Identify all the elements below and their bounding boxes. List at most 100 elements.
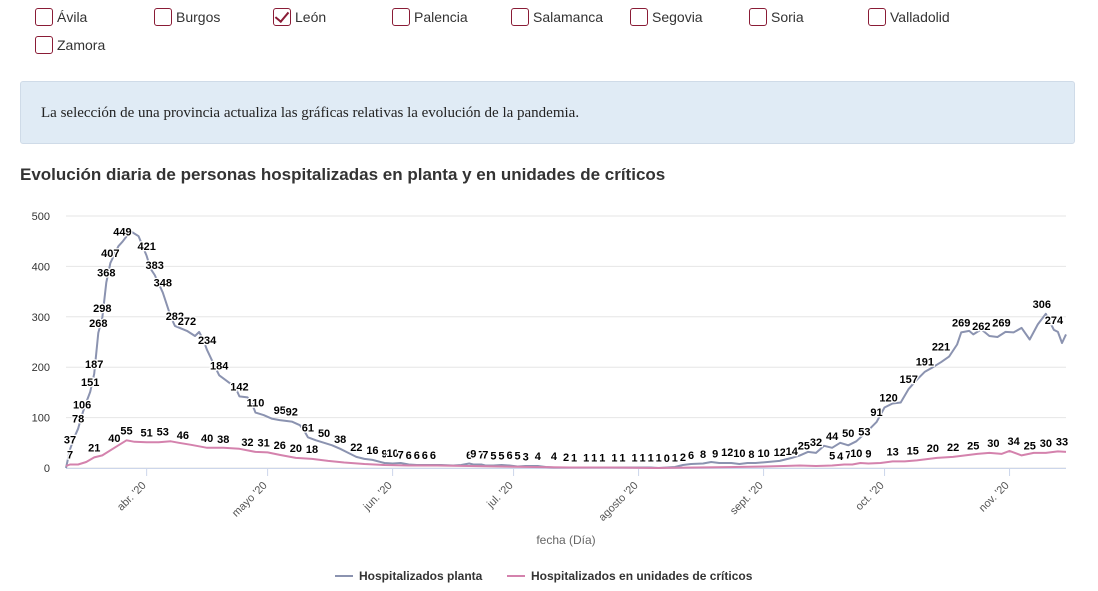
data-label: 191 <box>916 357 934 369</box>
data-label: 234 <box>198 335 217 347</box>
data-label: 6 <box>506 450 512 462</box>
y-tick-label: 300 <box>32 312 50 324</box>
province-label-burgos: Burgos <box>176 9 221 25</box>
data-label: 18 <box>306 444 318 456</box>
province-option-valladolid[interactable]: Valladolid <box>868 4 950 30</box>
data-label: 1 <box>599 452 605 464</box>
province-label-soria: Soria <box>771 9 804 25</box>
province-option-palencia[interactable]: Palencia <box>392 4 468 30</box>
data-label: 7 <box>845 449 851 461</box>
legend-label-criticos: Hospitalizados en unidades de críticos <box>531 569 753 583</box>
data-label: 1 <box>619 452 625 464</box>
data-label: 25 <box>967 440 979 452</box>
province-label-segovia: Segovia <box>652 9 703 25</box>
data-label: 26 <box>274 440 286 452</box>
checkbox-segovia[interactable] <box>630 8 648 26</box>
data-label: 50 <box>318 428 330 440</box>
checkbox-salamanca[interactable] <box>511 8 529 26</box>
x-tick-label: agosto '20 <box>597 480 641 524</box>
legend-item-criticos[interactable]: Hospitalizados en unidades de críticos <box>507 569 752 583</box>
province-option-salamanca[interactable]: Salamanca <box>511 4 603 30</box>
x-tick-label: mayo '20 <box>230 480 270 520</box>
info-text: La selección de una provincia actualiza … <box>41 105 580 121</box>
data-label: 9 <box>712 448 718 460</box>
checkbox-valladolid[interactable] <box>868 8 886 26</box>
checkbox-burgos[interactable] <box>154 8 172 26</box>
data-label: 33 <box>1056 436 1068 448</box>
data-label: 6 <box>406 450 412 462</box>
data-label: 37 <box>64 434 76 446</box>
province-option-avila[interactable]: Ávila <box>35 4 87 30</box>
x-tick-label: jul. '20 <box>484 480 515 511</box>
info-box: La selección de una provincia actualiza … <box>20 81 1075 144</box>
data-label: 1 <box>571 452 577 464</box>
data-label: 7 <box>478 449 484 461</box>
data-label: 92 <box>286 407 298 419</box>
data-label: 8 <box>700 449 706 461</box>
data-label: 46 <box>177 430 189 442</box>
legend-swatch-criticos <box>507 575 525 577</box>
checkbox-soria[interactable] <box>749 8 767 26</box>
province-label-zamora: Zamora <box>57 37 106 53</box>
data-label: 1 <box>648 452 654 464</box>
data-label: 268 <box>89 318 107 330</box>
data-label: 4 <box>551 451 558 463</box>
province-option-burgos[interactable]: Burgos <box>154 4 220 30</box>
data-label: 2 <box>680 452 686 464</box>
data-label: 32 <box>810 437 822 449</box>
x-tick-label: sept. '20 <box>728 480 766 518</box>
province-option-zamora[interactable]: Zamora <box>35 32 105 58</box>
y-tick-label: 200 <box>32 362 50 374</box>
data-label: 110 <box>247 398 265 410</box>
y-tick-label: 400 <box>32 261 50 273</box>
data-label: 157 <box>900 374 918 386</box>
y-tick-label: 100 <box>32 413 50 425</box>
data-label: 53 <box>858 426 870 438</box>
data-label: 5 <box>490 450 496 462</box>
checkbox-leon[interactable] <box>273 8 291 26</box>
checkbox-palencia[interactable] <box>392 8 410 26</box>
data-label: 5 <box>829 450 835 462</box>
province-label-valladolid: Valladolid <box>890 9 950 25</box>
chart-title: Evolución diaria de personas hospitaliza… <box>20 165 666 184</box>
data-label: 14 <box>786 446 799 458</box>
checkbox-zamora[interactable] <box>35 36 53 54</box>
data-label: 9 <box>865 448 871 460</box>
data-label: 9 <box>470 448 476 460</box>
province-option-segovia[interactable]: Segovia <box>630 4 703 30</box>
data-label: 8 <box>748 449 754 461</box>
province-option-soria[interactable]: Soria <box>749 4 804 30</box>
data-label: 368 <box>97 268 115 280</box>
province-option-leon[interactable]: León <box>273 4 326 30</box>
data-label: 1 <box>611 452 617 464</box>
data-label: 10 <box>757 448 769 460</box>
data-label: 78 <box>72 414 84 426</box>
data-label: 13 <box>886 446 898 458</box>
legend-item-planta[interactable]: Hospitalizados planta <box>335 569 482 583</box>
data-label: 22 <box>947 442 959 454</box>
data-label: 2 <box>563 452 569 464</box>
data-label: 5 <box>498 450 504 462</box>
data-label: 12 <box>721 447 733 459</box>
data-label: 1 <box>583 452 589 464</box>
data-label: 274 <box>1045 315 1064 327</box>
data-label: 1 <box>640 452 646 464</box>
data-label: 25 <box>798 440 810 452</box>
data-label: 53 <box>157 426 169 438</box>
data-label: 269 <box>952 317 970 329</box>
data-label: 15 <box>907 445 919 457</box>
data-label: 3 <box>523 451 529 463</box>
x-tick-label: nov. '20 <box>977 480 1012 515</box>
province-label-avila: Ávila <box>57 9 88 25</box>
checkbox-avila[interactable] <box>35 8 53 26</box>
data-label: 142 <box>230 381 248 393</box>
data-label: 10 <box>850 448 862 460</box>
data-label: 348 <box>154 278 172 290</box>
y-tick-label: 0 <box>44 463 50 475</box>
data-label: 421 <box>137 241 155 253</box>
data-label: 221 <box>932 342 950 354</box>
data-label: 106 <box>73 400 91 412</box>
province-label-leon: León <box>295 9 327 25</box>
data-label: 282 <box>166 311 184 323</box>
data-label: 7 <box>482 449 488 461</box>
